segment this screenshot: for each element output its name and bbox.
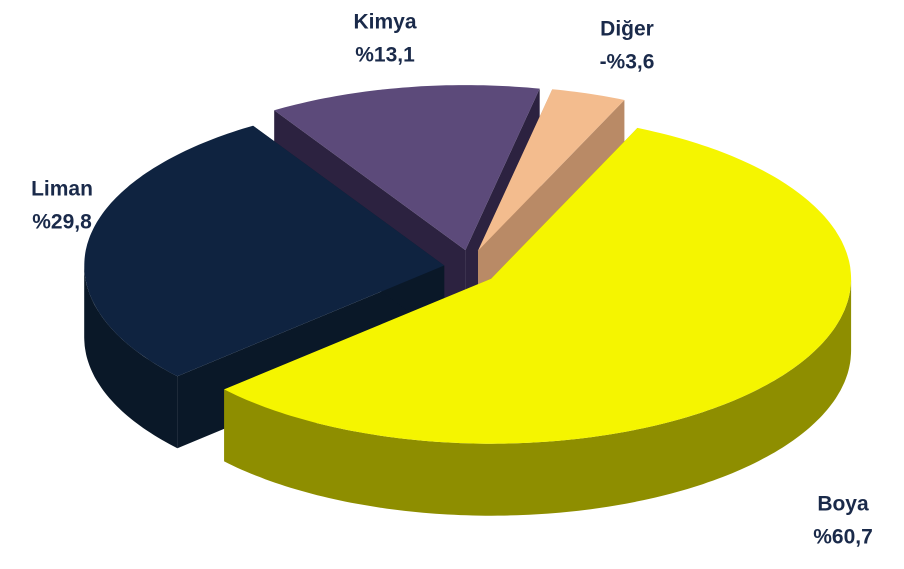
slice-value: %29,8 [32,211,92,234]
slice-value: %60,7 [813,526,873,549]
slice-top [274,85,540,251]
slice-name: Kimya [353,11,416,34]
slice-value: -%3,6 [600,51,655,74]
slice [224,127,852,516]
slice-name: Diğer [600,18,654,41]
slice-top [84,125,445,377]
slice-top [224,127,852,444]
slice-wall [224,278,852,516]
slice-value: %13,1 [355,44,415,67]
slice-top [478,89,625,251]
slice-wall [84,265,178,449]
slice-name: Liman [31,178,93,201]
slice-name: Boya [817,493,869,516]
